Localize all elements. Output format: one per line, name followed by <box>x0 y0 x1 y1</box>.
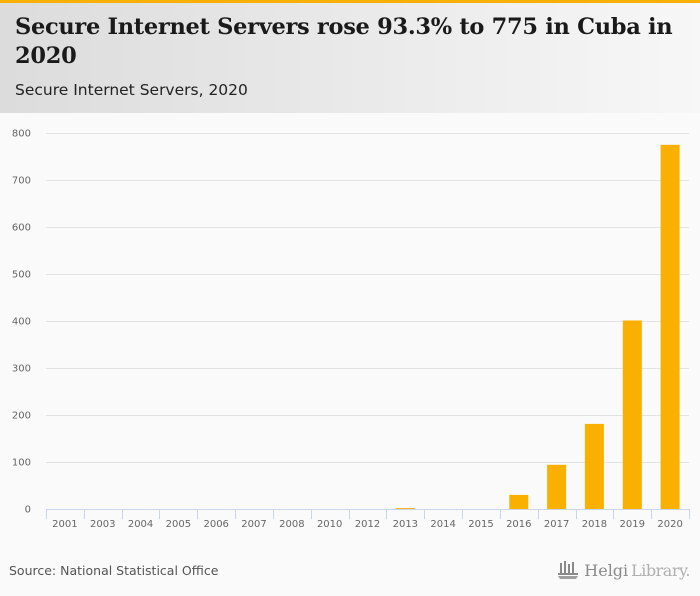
source-note: Source: National Statistical Office <box>9 563 219 578</box>
y-tick-label: 100 <box>12 458 31 469</box>
x-tick-label: 2018 <box>582 519 607 530</box>
bar-2019[interactable] <box>622 320 642 510</box>
y-tick-label: 700 <box>12 176 31 187</box>
gridlines <box>46 133 689 463</box>
library-building-icon <box>558 561 579 579</box>
x-tick-label: 2016 <box>506 519 531 530</box>
y-tick-label: 200 <box>12 411 31 422</box>
bar-2018[interactable] <box>584 423 604 509</box>
bar-2017[interactable] <box>547 464 567 509</box>
x-tick-label: 2019 <box>620 519 645 530</box>
x-tick-label: 2012 <box>355 519 380 530</box>
x-tick-label: 2001 <box>52 519 77 530</box>
bar-2016[interactable] <box>509 494 529 509</box>
x-tick-label: 2004 <box>128 519 153 530</box>
y-tick-label: 0 <box>25 505 31 516</box>
accent-stripe <box>0 0 700 3</box>
x-tick-label: 2013 <box>393 519 418 530</box>
x-tick-label: 2007 <box>241 519 266 530</box>
bar-2013[interactable] <box>395 508 415 509</box>
chart-header: Secure Internet Servers rose 93.3% to 77… <box>0 3 700 113</box>
y-tick-label: 400 <box>12 317 31 328</box>
helgi-library-logo[interactable]: Helgi Library. <box>557 560 690 580</box>
x-tick-label: 2014 <box>430 519 455 530</box>
x-tick-label: 2015 <box>468 519 493 530</box>
chart-title: Secure Internet Servers rose 93.3% to 77… <box>15 14 673 69</box>
x-tick-label: 2003 <box>90 519 115 530</box>
bars <box>395 144 680 510</box>
chart-subtitle: Secure Internet Servers, 2020 <box>15 81 248 99</box>
y-tick-label: 500 <box>12 270 31 281</box>
x-tick-label: 2010 <box>317 519 342 530</box>
x-tick-label: 2005 <box>166 519 191 530</box>
x-tick-label: 2006 <box>203 519 228 530</box>
logo-text-library: Library. <box>631 560 690 580</box>
x-axis-labels: 2001 2003 2004 2005 2006 2007 2008 2010 2012 2013… <box>52 519 683 530</box>
x-axis <box>46 509 690 519</box>
y-tick-label: 600 <box>12 223 31 234</box>
y-tick-label: 800 <box>12 129 31 140</box>
y-axis-labels: 0 100 200 300 400 500 600 700 800 <box>12 129 31 516</box>
bar-2020[interactable] <box>660 144 680 510</box>
y-tick-label: 300 <box>12 364 31 375</box>
x-tick-label: 2017 <box>544 519 569 530</box>
x-tick-label: 2008 <box>279 519 304 530</box>
x-tick-label: 2020 <box>657 519 682 530</box>
logo-text-helgi: Helgi <box>584 560 629 580</box>
